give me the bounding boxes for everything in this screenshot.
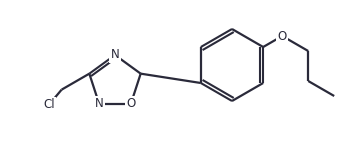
Text: O: O bbox=[126, 97, 135, 110]
Text: N: N bbox=[95, 97, 104, 110]
Text: N: N bbox=[111, 49, 119, 61]
Text: O: O bbox=[278, 30, 287, 42]
Text: Cl: Cl bbox=[43, 98, 54, 111]
